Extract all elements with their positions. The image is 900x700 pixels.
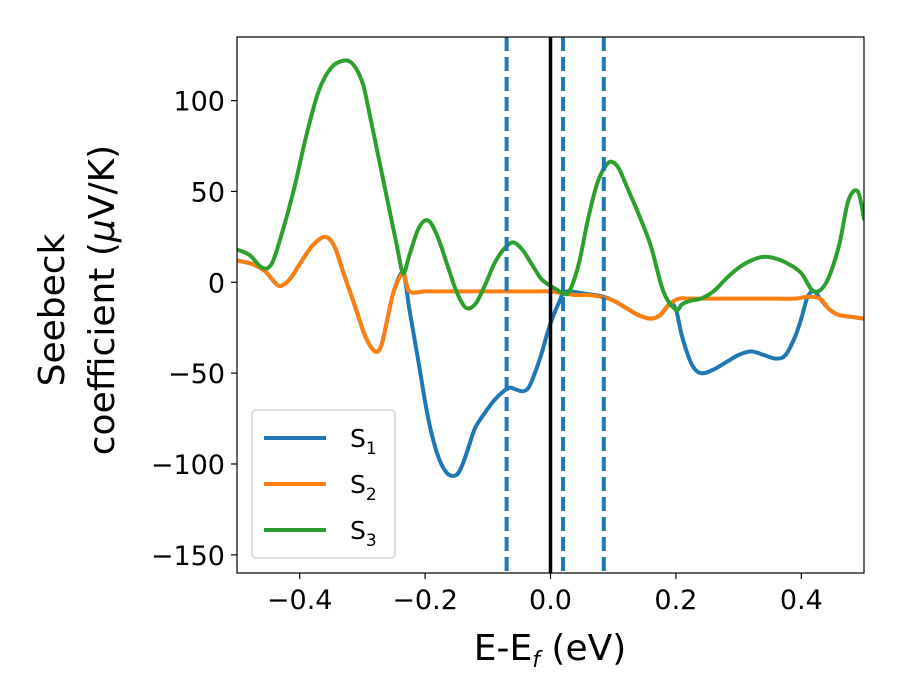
y-tick-label: 0 [208, 268, 225, 299]
legend-label-s3: S3 [350, 516, 377, 551]
series-line-s2 [237, 234, 864, 354]
y-tick-label: 50 [191, 177, 225, 208]
x-tick-label: −0.4 [267, 585, 333, 616]
axis-ticks: −0.4 −0.2 0.0 0.2 0.4 100 50 0 −50 −100 −150 [151, 87, 823, 616]
legend: S1 S2 S3 [251, 409, 396, 559]
x-tick-label: 0.0 [529, 585, 572, 616]
legend-entry-s3: S3 [264, 516, 377, 551]
y-tick-label: −50 [168, 359, 225, 390]
legend-entry-s2: S2 [264, 470, 377, 505]
x-tick-label: 0.4 [780, 585, 823, 616]
y-tick-label: 100 [173, 87, 225, 118]
y-tick-label: −100 [151, 450, 225, 481]
series-line-s3 [237, 58, 864, 312]
legend-label-s1: S1 [350, 424, 377, 459]
plot-clip-group [237, 37, 864, 573]
y-tick-label: −150 [151, 541, 225, 572]
x-axis-title: E-Ef (eV) [474, 628, 627, 673]
legend-label-s2: S2 [350, 470, 377, 505]
y-axis-title-line2: coefficient (μV/K) [82, 145, 123, 455]
x-tick-label: 0.2 [654, 585, 697, 616]
y-axis-title-line1: Seebeck [32, 233, 73, 386]
legend-entry-s1: S1 [264, 424, 377, 459]
plot-area [237, 37, 864, 573]
x-tick-label: −0.2 [392, 585, 458, 616]
y-axis-title: Seebeck coefficient (μV/K) [32, 145, 123, 455]
